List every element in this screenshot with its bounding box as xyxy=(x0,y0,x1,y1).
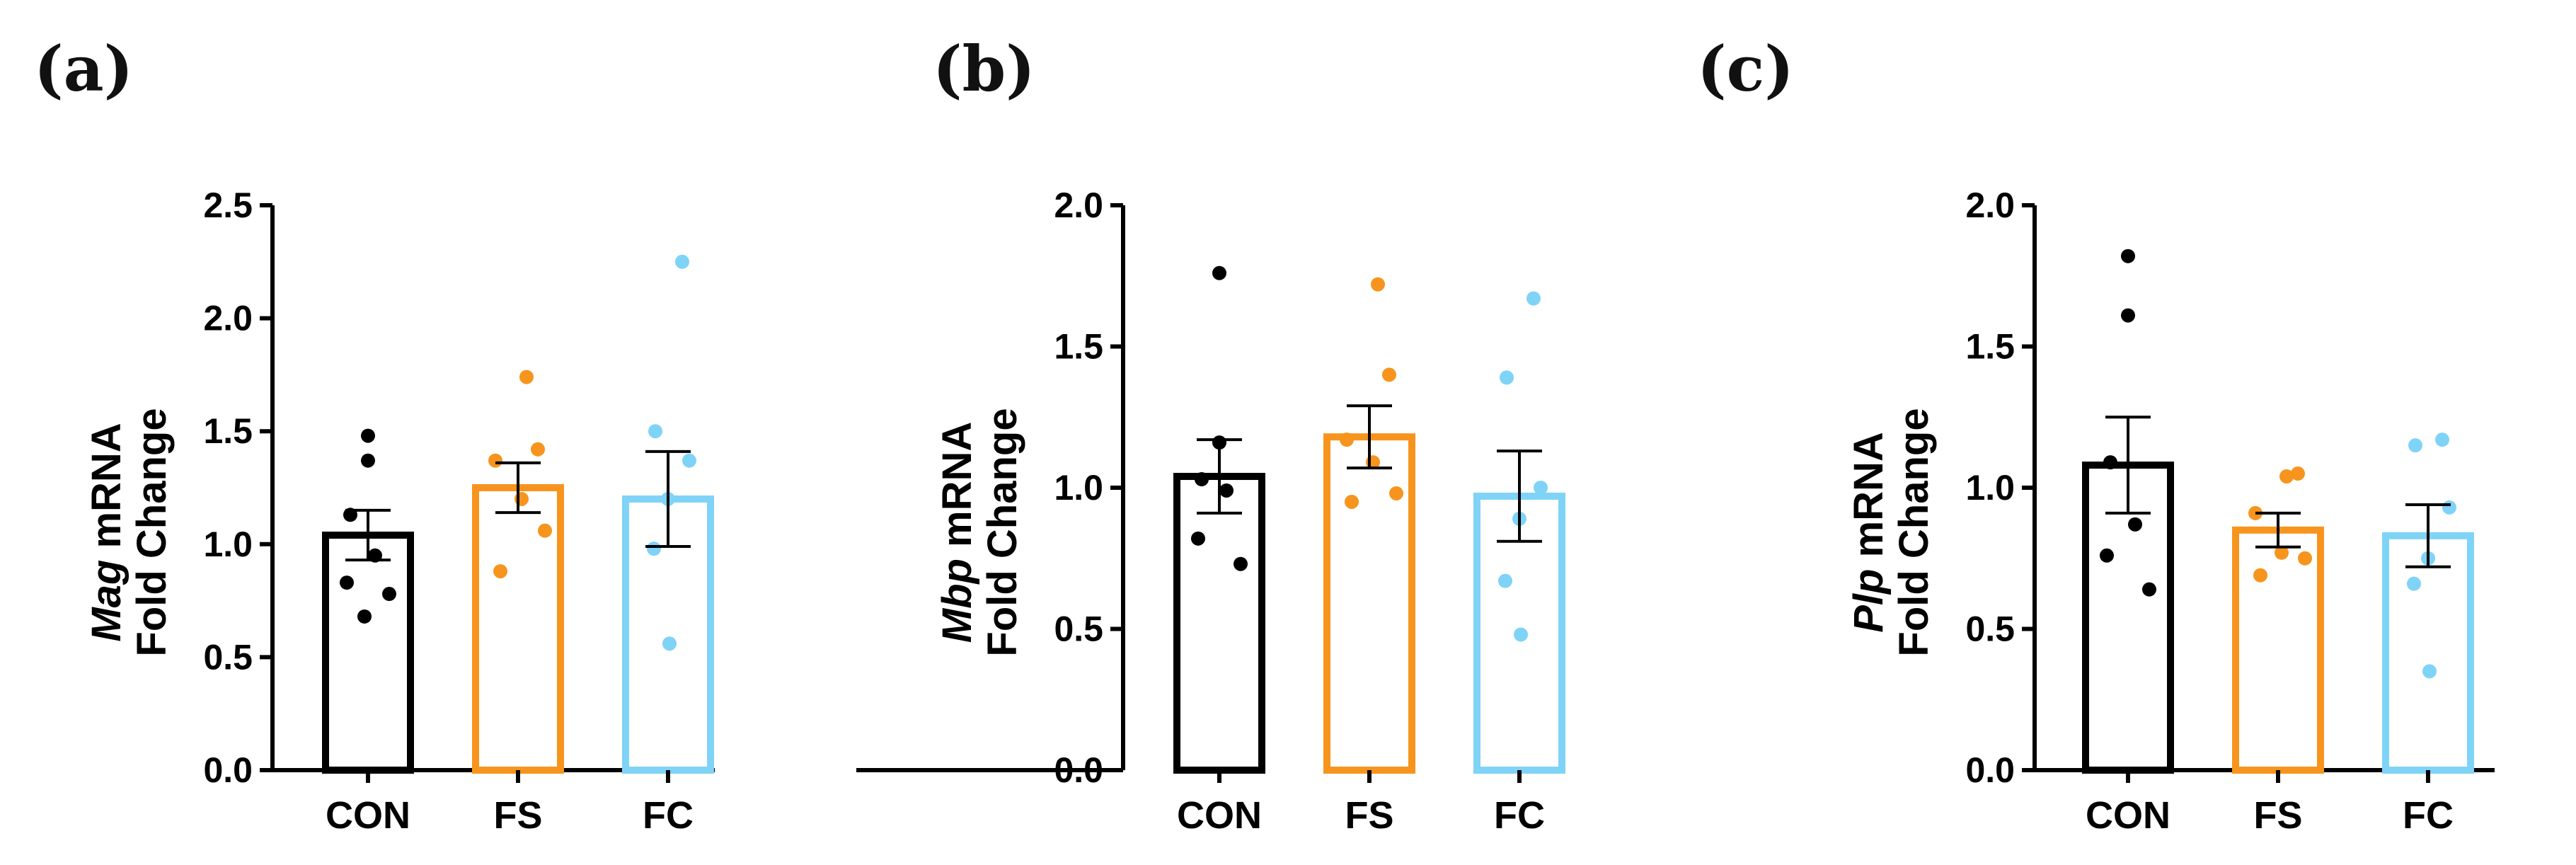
data-point xyxy=(1389,486,1403,500)
bar xyxy=(2382,532,2474,774)
data-point xyxy=(361,453,375,468)
data-point xyxy=(519,370,534,384)
bar xyxy=(1323,433,1415,774)
y-tick-label: 0.0 xyxy=(1965,750,2015,790)
panel-letter: (c) xyxy=(1697,32,1794,105)
x-tick-label: FC xyxy=(643,794,694,837)
y-tick-label: 0.5 xyxy=(1054,609,1103,649)
data-point xyxy=(493,564,507,579)
data-point xyxy=(2298,551,2312,566)
bar xyxy=(322,532,414,774)
data-point xyxy=(2253,568,2267,583)
bar xyxy=(2232,526,2324,774)
data-point xyxy=(2128,517,2142,532)
y-axis-label-line2: Fold Change xyxy=(129,408,175,656)
data-point xyxy=(2435,432,2449,447)
data-point xyxy=(1234,556,1248,571)
y-tick-label: 2.0 xyxy=(1965,185,2015,225)
x-tick-label: CON xyxy=(326,794,410,837)
gene-name: Mbp xyxy=(934,558,980,643)
data-point xyxy=(1219,483,1234,498)
panel-c: (c) Plp mRNA Fold Change 0.0 0.5 1.0 1.5 2.0… xyxy=(1697,32,2495,837)
y-axis-label: Mbp mRNA xyxy=(934,422,980,643)
data-point xyxy=(1382,367,1396,382)
x-tick-label: CON xyxy=(1177,794,1262,837)
data-point xyxy=(1195,472,1209,487)
y-tick-label: 1.5 xyxy=(1965,327,2015,367)
x-tick-label: FS xyxy=(1345,794,1393,837)
data-point xyxy=(1212,265,1226,280)
x-tick-label: FC xyxy=(2403,794,2454,837)
panel-b: (b) Mbp mRNA Fold Change 0.0 0.5 1.0 1.5 2.0… xyxy=(856,32,1565,837)
data-point xyxy=(531,442,545,457)
y-tick-label: 0.5 xyxy=(203,637,253,677)
y-tick-label: 0.5 xyxy=(1965,609,2015,649)
bar xyxy=(1173,473,1265,774)
data-point xyxy=(2121,248,2135,263)
y-axis-label-line2: Fold Change xyxy=(979,408,1025,656)
data-point xyxy=(1534,481,1548,495)
data-point xyxy=(382,587,396,602)
gene-name: Mag xyxy=(84,560,130,642)
y-tick-label: 2.0 xyxy=(1054,185,1103,225)
plot-area: 0.0 0.5 1.0 1.5 2.0 2.5 CON FS FC xyxy=(203,185,715,837)
data-point xyxy=(488,453,502,468)
data-point xyxy=(682,453,696,468)
data-point xyxy=(2442,500,2456,515)
y-tick-label: 1.5 xyxy=(203,411,253,451)
y-tick-label: 0.0 xyxy=(1054,750,1103,790)
x-tick-label: CON xyxy=(2086,794,2170,837)
data-point xyxy=(2142,582,2156,597)
data-point xyxy=(357,609,372,624)
data-point xyxy=(2422,664,2437,679)
y-axis-label: Mag mRNA xyxy=(84,423,130,641)
y-axis-label-suffix: mRNA xyxy=(84,423,130,559)
y-axis-label: Plp mRNA xyxy=(1846,432,1892,633)
data-point xyxy=(647,542,661,556)
panel-a: (a) Mag mRNA Fold Change 0.0 0.5 1.0 1.5 2.0… xyxy=(34,32,715,837)
y-tick-label: 0.0 xyxy=(203,750,253,790)
data-point xyxy=(675,254,689,269)
data-point xyxy=(2100,548,2114,563)
data-point xyxy=(361,428,375,443)
x-tick-label: FS xyxy=(493,794,542,837)
x-tick-label: FS xyxy=(2253,794,2302,837)
data-point xyxy=(538,523,552,538)
y-axis-label-line2: Fold Change xyxy=(1891,408,1937,656)
y-axis-label-suffix: mRNA xyxy=(1846,432,1892,568)
data-point xyxy=(2407,576,2421,591)
data-point xyxy=(2103,455,2117,470)
y-axis-label-suffix: mRNA xyxy=(934,422,980,558)
data-point xyxy=(340,575,354,590)
data-point xyxy=(1191,531,1205,546)
data-point xyxy=(1371,277,1385,292)
x-tick-label: FC xyxy=(1494,794,1545,837)
panel-letter: (b) xyxy=(933,32,1035,105)
data-point xyxy=(1500,370,1514,385)
y-tick-label: 1.0 xyxy=(1054,468,1103,508)
plot-area: 0.0 0.5 1.0 1.5 2.0 CON FS FC xyxy=(856,185,1565,837)
data-point xyxy=(1526,291,1541,306)
y-tick-label: 1.5 xyxy=(1054,327,1103,367)
data-point xyxy=(1514,627,1528,642)
data-point xyxy=(648,424,662,439)
y-tick-label: 2.5 xyxy=(203,185,253,225)
y-tick-label: 1.0 xyxy=(1965,468,2015,508)
plot-area: 0.0 0.5 1.0 1.5 2.0 CON FS FC xyxy=(1965,185,2495,837)
y-tick-label: 1.0 xyxy=(203,525,253,564)
data-point xyxy=(1340,432,1354,447)
data-point xyxy=(2408,438,2422,453)
data-point xyxy=(1345,494,1359,509)
panel-letter: (a) xyxy=(34,32,133,105)
y-tick-label: 2.0 xyxy=(203,299,253,338)
data-point xyxy=(2121,308,2135,323)
data-point xyxy=(1498,573,1512,588)
data-point xyxy=(662,636,677,651)
data-point xyxy=(2275,545,2289,560)
gene-name: Plp xyxy=(1846,569,1892,633)
data-point xyxy=(2279,469,2294,484)
data-point xyxy=(2291,466,2305,481)
